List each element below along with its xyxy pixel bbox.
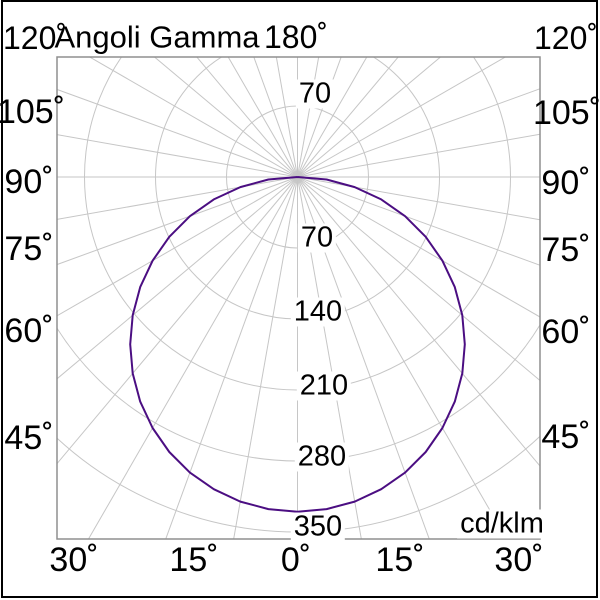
angle-label-right-120: 120˚	[533, 20, 599, 56]
angle-label-bottom-15L: 15˚	[169, 541, 219, 579]
angle-label-left-75: 75˚	[4, 230, 54, 268]
ring-label-70-top: 70	[295, 79, 335, 109]
ring-label-210: 210	[296, 371, 352, 401]
angle-label-right-45: 45˚	[541, 418, 591, 456]
ring-label-350: 350	[290, 512, 346, 542]
angle-label-right-60: 60˚	[541, 313, 591, 351]
angle-label-left-45: 45˚	[4, 419, 54, 457]
ring-label-70-bottom: 70	[297, 223, 337, 253]
angle-label-top-180: 180˚	[263, 19, 329, 55]
angle-label-right-75: 75˚	[541, 231, 591, 269]
angle-label-left-60: 60˚	[4, 312, 54, 350]
angle-label-right-105: 105˚	[532, 94, 600, 132]
angle-label-bottom-30L: 30˚	[49, 541, 99, 579]
angle-label-bottom-30R: 30˚	[494, 541, 544, 579]
angle-label-right-90: 90˚	[541, 164, 591, 202]
angle-label-left-105: 105˚	[0, 93, 66, 131]
angle-label-bottom-0: 0˚	[280, 541, 312, 579]
ring-label-140: 140	[290, 297, 346, 327]
intensity-curve	[129, 176, 466, 513]
units-label: cd/klm	[457, 509, 547, 539]
angle-label-left-90: 90˚	[4, 163, 54, 201]
angle-label-bottom-15R: 15˚	[375, 541, 425, 579]
chart-title: Angoli Gamma	[54, 19, 260, 55]
ring-label-280: 280	[294, 442, 350, 472]
angle-label-left-120: 120˚	[2, 20, 68, 56]
